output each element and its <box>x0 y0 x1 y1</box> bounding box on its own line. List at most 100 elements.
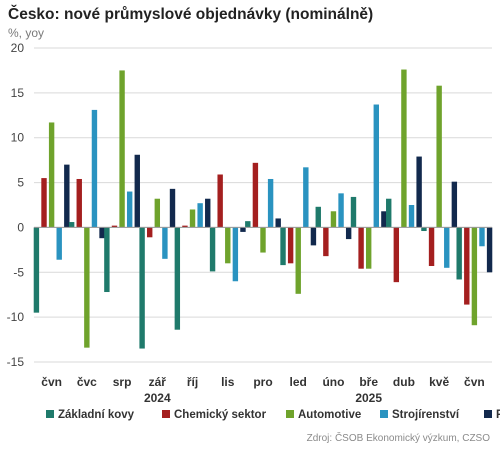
bar-základní-kovy <box>386 198 392 228</box>
bar-strojírenství <box>197 203 203 228</box>
bar-chemický-sektor <box>76 178 82 228</box>
legend: Základní kovy Chemický sektor Automotive St… <box>46 409 500 421</box>
bar-strojírenství <box>232 227 239 282</box>
bar-automotive <box>436 85 442 228</box>
bar-průmysl <box>169 188 176 228</box>
bar-automotive <box>401 69 407 228</box>
x-tick-label: čvn <box>41 375 62 389</box>
x-tick-label: úno <box>322 375 344 389</box>
x-tick-label: kvě <box>429 375 449 389</box>
legend-swatch <box>484 410 492 418</box>
bar-automotive <box>154 198 161 228</box>
bar-strojírenství <box>91 109 98 228</box>
bar-průmysl <box>64 164 70 228</box>
bar-automotive <box>189 209 196 228</box>
legend-swatch <box>46 410 54 418</box>
x-tick-label: zář <box>149 375 167 389</box>
bar-průmysl <box>345 227 352 240</box>
bar-průmysl <box>486 227 493 273</box>
bar-chemický-sektor <box>428 227 435 267</box>
bar-chemický-sektor <box>41 178 47 228</box>
legend-swatch <box>380 410 388 418</box>
x-tick-label: čvc <box>77 375 97 389</box>
bar-základní-kovy <box>315 206 321 228</box>
bar-chemický-sektor <box>147 227 153 238</box>
y-tick-label: 20 <box>11 41 25 55</box>
y-tick-label: -10 <box>7 310 25 324</box>
bar-chemický-sektor <box>111 225 118 228</box>
x-tick-label: čvn <box>464 375 485 389</box>
bar-strojírenství <box>373 104 379 228</box>
bar-strojírenství <box>303 167 309 228</box>
x-tick-label: lis <box>221 375 235 389</box>
x-tick-label: říj <box>187 375 198 389</box>
axis-layer: -15 -10 -5 0 5 10 15 20 čvn čvc srp zář říj lis pro led… <box>7 41 492 405</box>
x-tick-label: pro <box>253 375 272 389</box>
x-tick-label: srp <box>113 375 132 389</box>
bar-průmysl <box>451 181 458 228</box>
bar-strojírenství <box>126 191 133 228</box>
bar-základní-kovy <box>33 227 40 313</box>
bar-základní-kovy <box>280 227 286 266</box>
bar-automotive <box>330 211 337 228</box>
x-tick-label: bře <box>359 375 378 389</box>
legend-label: Strojírenství <box>392 409 460 421</box>
bar-průmysl <box>240 227 246 232</box>
grid-layer <box>34 47 492 363</box>
bar-základní-kovy <box>139 227 145 349</box>
bar-základní-kovy <box>174 227 181 330</box>
bar-chemický-sektor <box>252 162 259 228</box>
bar-chemický-sektor <box>217 174 223 228</box>
bar-průmysl <box>416 156 422 228</box>
bar-strojírenství <box>408 205 415 228</box>
bar-automotive <box>471 227 478 326</box>
x-tick-label: dub <box>393 375 415 389</box>
bar-průmysl <box>275 218 281 228</box>
bar-průmysl <box>99 227 105 239</box>
bar-základní-kovy <box>245 221 251 228</box>
bar-průmysl <box>310 227 317 246</box>
bar-základní-kovy <box>350 196 357 228</box>
source-note: Zdroj: ČSOB Ekonomický výzkum, CZSO <box>306 433 490 444</box>
bar-strojírenství <box>444 227 450 268</box>
bar-strojírenství <box>56 227 62 260</box>
bar-chemický-sektor <box>323 227 329 257</box>
bar-automotive <box>365 227 372 269</box>
bar-automotive <box>84 227 90 348</box>
bar-průmysl <box>205 198 211 228</box>
year-label: 2025 <box>355 391 382 405</box>
legend-label: Chemický sektor <box>174 409 267 421</box>
y-tick-label: 15 <box>11 86 25 100</box>
y-tick-label: -15 <box>7 355 25 369</box>
bar-průmysl <box>134 154 140 228</box>
bar-základní-kovy <box>456 227 462 280</box>
bar-chemický-sektor <box>358 227 364 269</box>
bar-automotive <box>295 227 301 294</box>
legend-swatch <box>162 410 170 418</box>
legend-label: Základní kovy <box>58 409 135 421</box>
legend-label: Průmysl <box>496 409 500 421</box>
bar-strojírenství <box>479 227 485 247</box>
y-tick-label: 5 <box>17 176 24 190</box>
y-tick-label: 0 <box>17 220 24 234</box>
bar-chemický-sektor <box>287 227 294 264</box>
bar-strojírenství <box>267 178 274 228</box>
y-tick-label: 10 <box>11 131 25 145</box>
y-tick-label: -5 <box>13 265 24 279</box>
bars-layer <box>33 69 493 349</box>
chart-title: Česko: nové průmyslové objednávky (nomin… <box>8 6 374 23</box>
legend-swatch <box>286 410 294 418</box>
bar-automotive <box>48 122 55 228</box>
bar-základní-kovy <box>209 227 216 272</box>
bar-základní-kovy <box>421 227 427 232</box>
year-label: 2024 <box>144 391 171 405</box>
bar-průmysl <box>381 211 387 228</box>
x-tick-label: led <box>290 375 307 389</box>
bar-strojírenství <box>338 193 344 228</box>
bar-automotive <box>225 227 231 264</box>
bar-automotive <box>119 70 125 228</box>
legend-label: Automotive <box>298 409 361 421</box>
chart-subtitle: %, yoy <box>8 26 45 40</box>
bar-chemický-sektor <box>393 227 400 283</box>
